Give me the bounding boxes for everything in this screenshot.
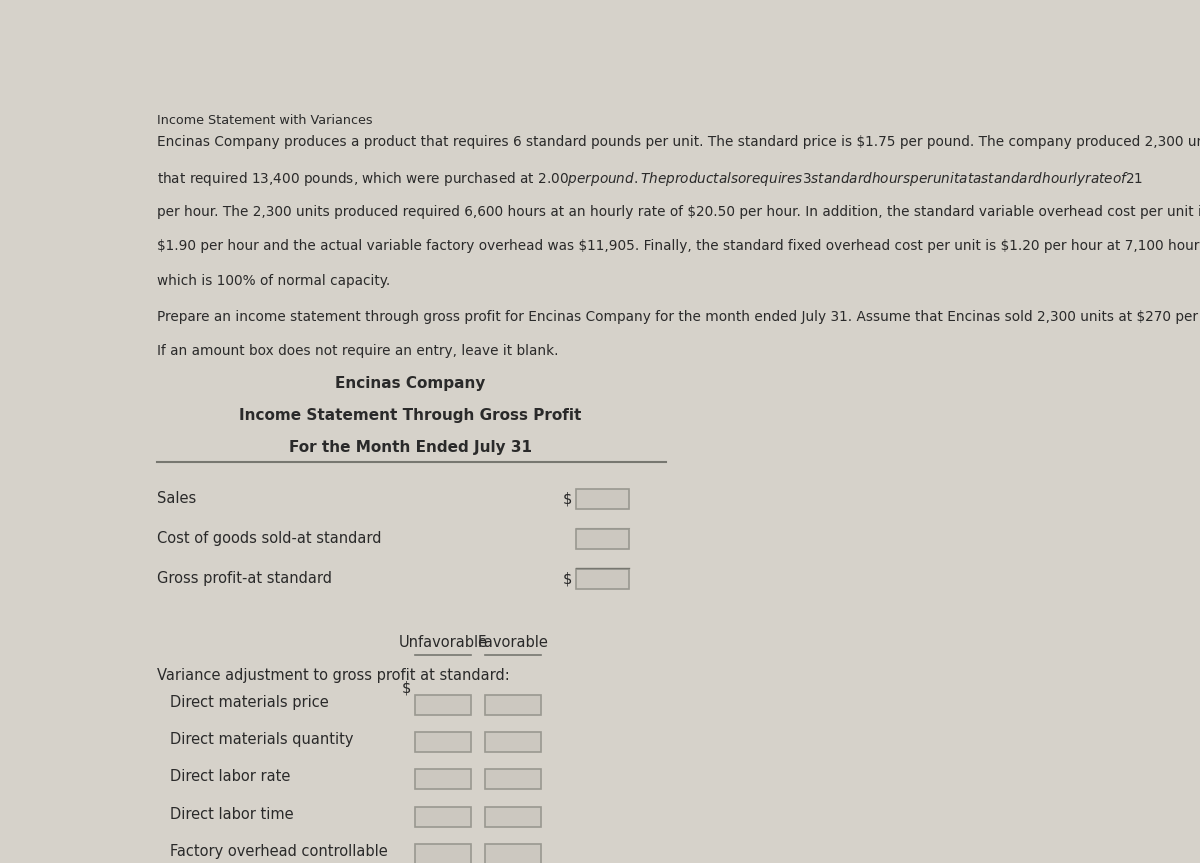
Bar [485,844,541,863]
Bar [576,569,629,589]
Text: Sales: Sales [156,491,196,507]
Bar [415,807,470,827]
Bar [415,844,470,863]
Bar [415,770,470,790]
Bar [485,732,541,753]
Text: Prepare an income statement through gross profit for Encinas Company for the mon: Prepare an income statement through gros… [156,310,1200,324]
Text: Direct labor time: Direct labor time [170,807,294,822]
Text: Cost of goods sold-at standard: Cost of goods sold-at standard [156,532,382,546]
Bar [485,807,541,827]
Text: $: $ [563,491,572,507]
Text: per hour. The 2,300 units produced required 6,600 hours at an hourly rate of $20: per hour. The 2,300 units produced requi… [156,205,1200,218]
Text: Gross profit-at standard: Gross profit-at standard [156,571,331,586]
Text: Unfavorable: Unfavorable [398,635,487,650]
Text: which is 100% of normal capacity.: which is 100% of normal capacity. [156,274,390,287]
Text: Direct labor rate: Direct labor rate [170,770,290,784]
Bar [576,529,629,549]
Text: Income Statement Through Gross Profit: Income Statement Through Gross Profit [239,408,582,423]
Text: $: $ [563,571,572,586]
Text: $1.90 per hour and the actual variable factory overhead was $11,905. Finally, th: $1.90 per hour and the actual variable f… [156,239,1200,253]
Text: Direct materials price: Direct materials price [170,695,329,710]
Text: that required 13,400 pounds, which were purchased at $2.00 per pound. The produc: that required 13,400 pounds, which were … [156,170,1142,188]
Text: Encinas Company: Encinas Company [335,376,486,391]
Text: If an amount box does not require an entry, leave it blank.: If an amount box does not require an ent… [156,344,558,358]
Text: $: $ [402,681,412,696]
Bar [415,732,470,753]
Text: For the Month Ended July 31: For the Month Ended July 31 [289,440,532,456]
Bar [576,489,629,509]
Text: Direct materials quantity: Direct materials quantity [170,732,354,747]
Text: Variance adjustment to gross profit at standard:: Variance adjustment to gross profit at s… [156,669,509,683]
Bar [485,695,541,715]
Text: Factory overhead controllable: Factory overhead controllable [170,844,389,859]
Text: Income Statement with Variances: Income Statement with Variances [156,114,372,127]
Bar [415,695,470,715]
Bar [485,770,541,790]
Text: Favorable: Favorable [478,635,548,650]
Text: Encinas Company produces a product that requires 6 standard pounds per unit. The: Encinas Company produces a product that … [156,135,1200,149]
